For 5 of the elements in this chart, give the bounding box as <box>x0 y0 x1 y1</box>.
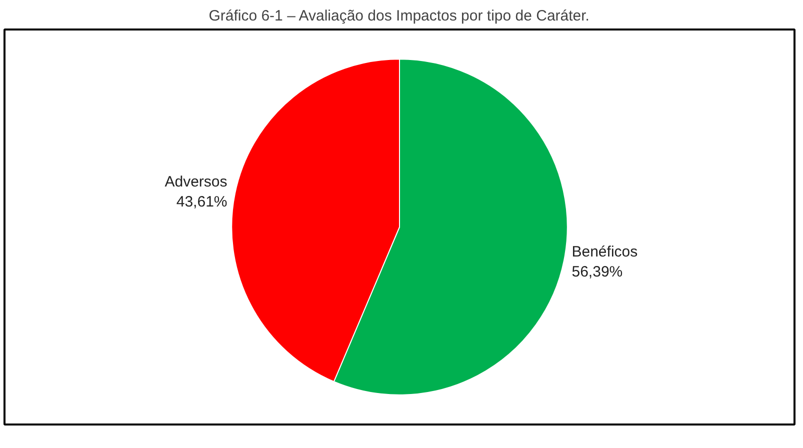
data-label: 56,39% <box>572 264 623 281</box>
slice-label: Adversos <box>164 173 228 190</box>
data-label: 43,61% <box>176 194 228 211</box>
chart-title: Gráfico 6-1 – Avaliação dos Impactos por tipo de Caráter. <box>208 8 590 24</box>
slice-label: Benéficos <box>572 243 638 260</box>
